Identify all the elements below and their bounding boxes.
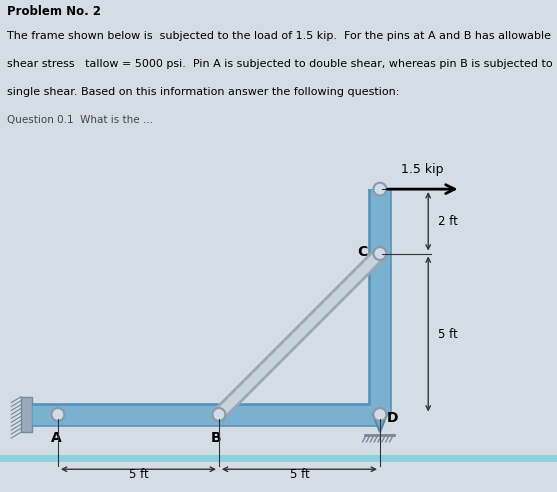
- Circle shape: [374, 183, 387, 196]
- Text: shear stress   tallow = 5000 psi.  Pin A is subjected to double shear, whereas p: shear stress tallow = 5000 psi. Pin A is…: [7, 59, 553, 69]
- Bar: [21, 397, 32, 432]
- Text: 2 ft: 2 ft: [438, 215, 458, 228]
- Text: 5 ft: 5 ft: [438, 328, 458, 340]
- Text: single shear. Based on this information answer the following question:: single shear. Based on this information …: [7, 87, 399, 97]
- Circle shape: [213, 408, 226, 421]
- Text: 5 ft: 5 ft: [129, 468, 148, 481]
- Polygon shape: [373, 414, 387, 432]
- Text: D: D: [387, 411, 398, 425]
- Text: Question 0.1  What is the ...: Question 0.1 What is the ...: [7, 115, 153, 125]
- Circle shape: [374, 408, 387, 421]
- Text: Problem No. 2: Problem No. 2: [7, 5, 101, 18]
- Text: C: C: [357, 245, 367, 259]
- Text: B: B: [211, 430, 221, 445]
- Text: A: A: [51, 430, 62, 445]
- Circle shape: [51, 408, 65, 421]
- Text: 1.5 kip: 1.5 kip: [402, 163, 444, 176]
- Circle shape: [374, 247, 387, 260]
- Text: 5 ft: 5 ft: [290, 468, 309, 481]
- Text: The frame shown below is  subjected to the load of 1.5 kip.  For the pins at A a: The frame shown below is subjected to th…: [7, 31, 551, 41]
